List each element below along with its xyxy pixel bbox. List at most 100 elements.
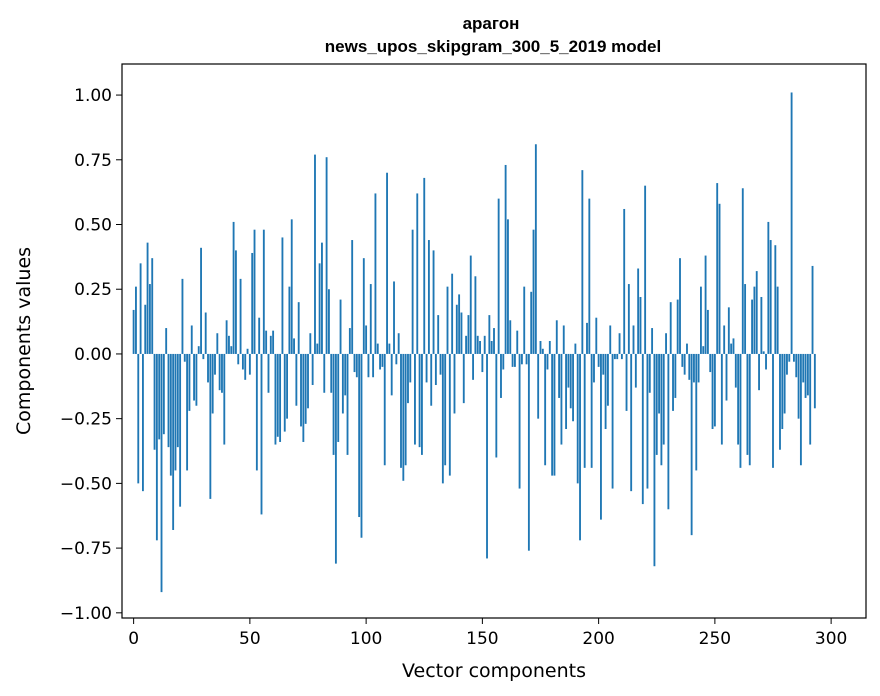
bar xyxy=(790,92,793,354)
y-axis-label: Components values xyxy=(13,247,35,435)
bar xyxy=(734,353,737,388)
bar xyxy=(183,353,186,362)
bar xyxy=(269,335,272,354)
bar xyxy=(597,353,600,367)
bar xyxy=(574,343,577,354)
bar xyxy=(500,353,502,398)
bar xyxy=(490,341,493,354)
bar xyxy=(325,157,328,354)
bar xyxy=(265,330,268,354)
bar xyxy=(797,353,800,419)
bar xyxy=(316,343,319,354)
bar xyxy=(653,353,656,567)
bar xyxy=(162,353,165,435)
bar xyxy=(202,353,205,360)
bar xyxy=(804,353,807,398)
bar xyxy=(753,286,756,354)
bar xyxy=(502,353,505,370)
bar xyxy=(493,328,495,354)
bar xyxy=(153,353,156,450)
bar xyxy=(788,353,791,362)
bar xyxy=(558,353,561,398)
bar xyxy=(607,353,609,406)
bar xyxy=(779,353,781,450)
x-tick-label: 0 xyxy=(128,629,139,649)
bar xyxy=(200,247,202,354)
bar xyxy=(648,353,651,393)
bar xyxy=(716,183,719,354)
bar xyxy=(341,353,344,414)
bar xyxy=(439,353,442,375)
y-tick-label: 0.50 xyxy=(74,216,112,236)
y-tick-label: 0.00 xyxy=(74,345,112,365)
bar xyxy=(186,353,189,471)
bar xyxy=(223,353,226,445)
bar xyxy=(809,353,812,445)
bar xyxy=(667,353,670,510)
bar xyxy=(616,353,619,360)
bar xyxy=(358,353,361,518)
bar xyxy=(711,353,714,430)
bar xyxy=(486,353,488,559)
bar xyxy=(244,353,247,380)
bar xyxy=(727,307,730,354)
bar xyxy=(239,278,242,354)
bar xyxy=(160,353,163,593)
bar xyxy=(813,353,816,409)
bar xyxy=(314,154,316,354)
bar xyxy=(488,315,491,354)
bar xyxy=(579,353,581,541)
bar xyxy=(281,237,284,354)
y-tick-label: 1.00 xyxy=(74,86,112,106)
bar xyxy=(388,343,391,354)
bar xyxy=(283,353,286,432)
bar xyxy=(720,353,723,445)
bar xyxy=(209,353,212,499)
bar xyxy=(169,353,172,476)
bar xyxy=(776,286,779,354)
bar xyxy=(390,353,393,396)
bar xyxy=(272,330,275,354)
bar xyxy=(437,315,440,354)
bar xyxy=(188,353,191,411)
bar xyxy=(672,353,674,411)
bar xyxy=(302,353,305,442)
bar xyxy=(737,353,740,445)
bar xyxy=(783,353,786,414)
bar xyxy=(546,353,549,370)
chart-title: арагон xyxy=(463,14,520,33)
x-tick-label: 100 xyxy=(350,629,382,649)
bar xyxy=(514,353,516,367)
bar xyxy=(741,188,744,354)
x-tick-label: 300 xyxy=(815,629,847,649)
bar xyxy=(293,338,295,354)
bar xyxy=(479,341,481,354)
bar xyxy=(481,353,484,373)
bar xyxy=(548,341,551,354)
bar xyxy=(739,353,742,468)
bar xyxy=(686,343,688,354)
bar xyxy=(620,353,623,360)
bar xyxy=(660,353,663,466)
bar xyxy=(348,328,351,354)
bar xyxy=(337,353,340,442)
bar xyxy=(690,353,693,536)
bar xyxy=(751,299,754,354)
bar xyxy=(416,193,419,354)
x-tick-label: 50 xyxy=(239,629,261,649)
bar xyxy=(235,250,237,354)
bar xyxy=(595,317,598,354)
bar xyxy=(228,335,230,354)
bar xyxy=(730,343,733,354)
bar xyxy=(158,353,161,440)
bar xyxy=(393,281,395,354)
bar xyxy=(353,353,356,373)
bar xyxy=(495,353,498,458)
bar xyxy=(748,353,751,466)
bar xyxy=(758,353,760,391)
bar xyxy=(286,353,288,419)
bar xyxy=(744,284,747,354)
bar xyxy=(588,198,591,354)
bar xyxy=(602,353,605,375)
